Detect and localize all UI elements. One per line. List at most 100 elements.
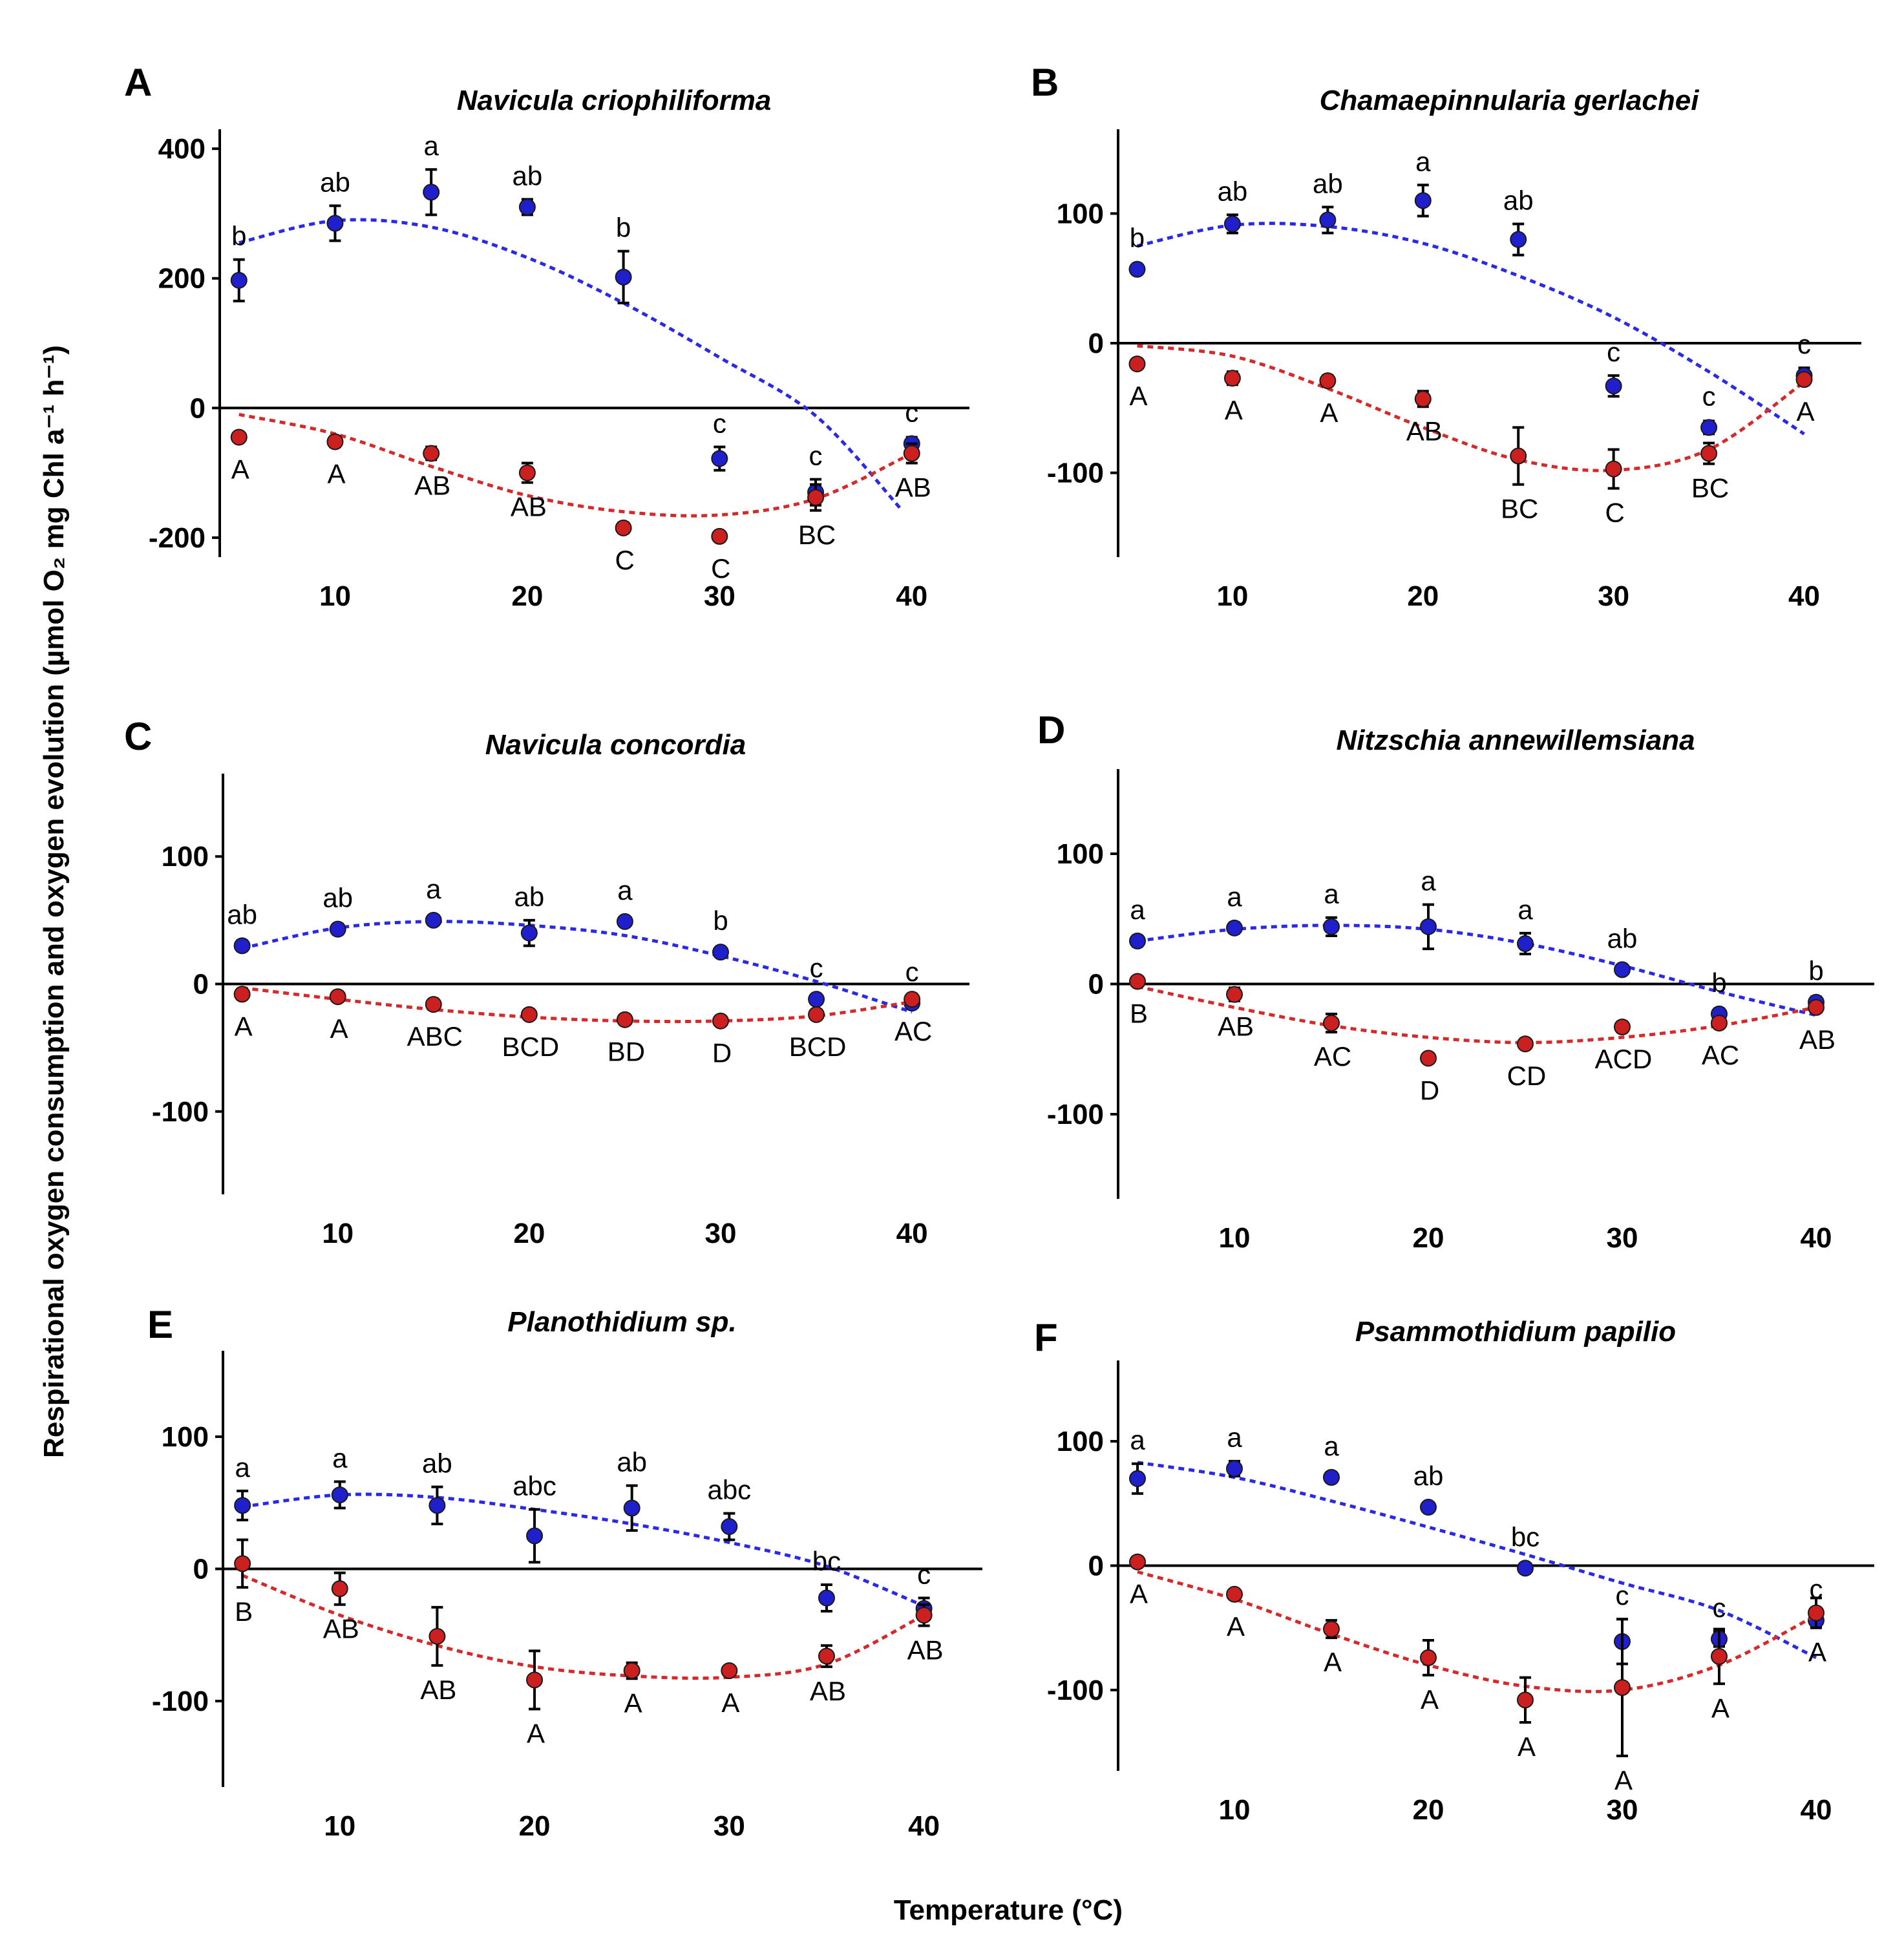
significance-letter: CD bbox=[1507, 1061, 1547, 1091]
data-point bbox=[808, 1006, 825, 1023]
data-point bbox=[712, 1012, 729, 1030]
data-point bbox=[518, 198, 536, 216]
panel-letter: B bbox=[1031, 61, 1059, 104]
y-tick-label: 100 bbox=[162, 841, 209, 873]
significance-letter: c bbox=[810, 953, 823, 983]
significance-letter: b bbox=[616, 213, 631, 243]
x-tick-label: 40 bbox=[896, 1218, 928, 1249]
significance-letter: c bbox=[713, 408, 726, 438]
y-tick-label: -100 bbox=[152, 1096, 209, 1128]
data-point bbox=[818, 1647, 835, 1665]
significance-letter: b bbox=[1808, 956, 1823, 986]
y-tick-label: -200 bbox=[149, 522, 206, 554]
data-point bbox=[1510, 447, 1527, 465]
data-point bbox=[234, 1497, 251, 1514]
series-oxygen-evolution: b ab ab a ab c c c bbox=[1128, 146, 1813, 436]
significance-letter: AB bbox=[1218, 1011, 1254, 1042]
x-tick-label: 40 bbox=[896, 580, 927, 612]
significance-letter: A bbox=[1711, 1693, 1729, 1723]
x-tick-label: 30 bbox=[714, 1810, 745, 1842]
y-tick-label: 100 bbox=[1057, 1426, 1104, 1457]
data-point bbox=[1128, 355, 1146, 373]
y-tick-label: 0 bbox=[1088, 1550, 1104, 1582]
data-point bbox=[329, 920, 346, 938]
data-point bbox=[711, 527, 728, 545]
data-point bbox=[526, 1527, 544, 1545]
significance-letter: BC bbox=[798, 520, 836, 550]
x-tick-label: 30 bbox=[1607, 1222, 1638, 1254]
data-point bbox=[1614, 1019, 1631, 1035]
data-point bbox=[428, 1627, 446, 1645]
data-point bbox=[1517, 935, 1534, 953]
significance-letter: ABC bbox=[407, 1021, 463, 1052]
significance-letter: ab bbox=[1218, 176, 1248, 206]
significance-letter: A bbox=[231, 454, 249, 484]
significance-letter: ab bbox=[617, 1447, 647, 1477]
significance-letter: ACD bbox=[1595, 1044, 1653, 1074]
data-point bbox=[1517, 1035, 1534, 1053]
fit-curve bbox=[242, 920, 913, 1014]
significance-letter: A bbox=[1130, 1579, 1148, 1609]
data-point bbox=[903, 445, 920, 462]
x-tick-label: 30 bbox=[1598, 580, 1629, 612]
data-point bbox=[425, 911, 442, 929]
series-oxygen-evolution: b ab a ab b c c c bbox=[230, 131, 920, 512]
significance-letter: AB bbox=[895, 472, 931, 503]
y-tick-label: 200 bbox=[158, 263, 206, 295]
data-point bbox=[233, 937, 251, 955]
data-point bbox=[915, 1607, 933, 1624]
panel-d: D Nitzschia annewillemsiana 100 0 -100 10 20 30… bbox=[1037, 708, 1874, 1254]
data-point bbox=[1129, 1553, 1146, 1571]
y-axis-title: Respirational oxygen consumption and oxy… bbox=[38, 345, 70, 1458]
fit-curve bbox=[238, 412, 913, 518]
significance-letter: bc bbox=[812, 1546, 841, 1576]
data-point bbox=[331, 1486, 348, 1503]
significance-letter: AB bbox=[907, 1634, 944, 1665]
data-point bbox=[1808, 1604, 1825, 1622]
x-tick-label: 20 bbox=[511, 580, 543, 612]
significance-letter: b bbox=[1130, 223, 1145, 253]
y-tick-label: 0 bbox=[193, 1554, 209, 1585]
y-tick-label: -100 bbox=[152, 1686, 209, 1717]
data-point bbox=[623, 1662, 640, 1679]
significance-letter: AC bbox=[1314, 1041, 1351, 1072]
data-point bbox=[1319, 372, 1337, 390]
data-point bbox=[808, 991, 825, 1008]
x-tick-label: 20 bbox=[1407, 580, 1439, 612]
significance-letter: ab bbox=[320, 167, 350, 197]
data-point bbox=[1614, 1679, 1631, 1697]
significance-letter: BC bbox=[1691, 473, 1729, 503]
data-point bbox=[520, 924, 538, 942]
significance-letter: B bbox=[235, 1596, 253, 1627]
data-point bbox=[615, 268, 632, 286]
significance-letter: BC bbox=[1501, 494, 1538, 524]
significance-letter: a bbox=[1227, 882, 1242, 912]
data-point bbox=[518, 464, 536, 481]
significance-letter: b bbox=[231, 221, 246, 251]
significance-letter: ab bbox=[1503, 185, 1534, 215]
significance-letter: c bbox=[1713, 1592, 1726, 1623]
data-point bbox=[1808, 999, 1825, 1016]
significance-letter: ab bbox=[1313, 168, 1343, 198]
significance-letter: a bbox=[1130, 1425, 1145, 1455]
data-point bbox=[1420, 1050, 1437, 1067]
significance-letter: ab bbox=[422, 1448, 452, 1479]
x-tick-label: 20 bbox=[1413, 1222, 1444, 1254]
significance-letter: D bbox=[1420, 1075, 1439, 1105]
x-tick-label: 20 bbox=[519, 1810, 551, 1842]
x-tick-label: 40 bbox=[908, 1810, 940, 1842]
x-tick-label: 30 bbox=[1607, 1794, 1638, 1826]
y-tick-label: -100 bbox=[1047, 1099, 1104, 1130]
significance-letter: ab bbox=[513, 160, 543, 191]
y-tick-label: 100 bbox=[1057, 838, 1104, 870]
x-tick-label: 30 bbox=[705, 1218, 737, 1249]
fit-curve bbox=[1137, 344, 1805, 472]
significance-letter: A bbox=[1614, 1765, 1633, 1795]
data-point bbox=[818, 1589, 835, 1607]
data-point bbox=[712, 944, 729, 961]
panel-letter: C bbox=[124, 715, 152, 758]
data-point bbox=[615, 519, 632, 536]
fit-curve bbox=[1137, 924, 1817, 1017]
data-point bbox=[1420, 918, 1437, 935]
